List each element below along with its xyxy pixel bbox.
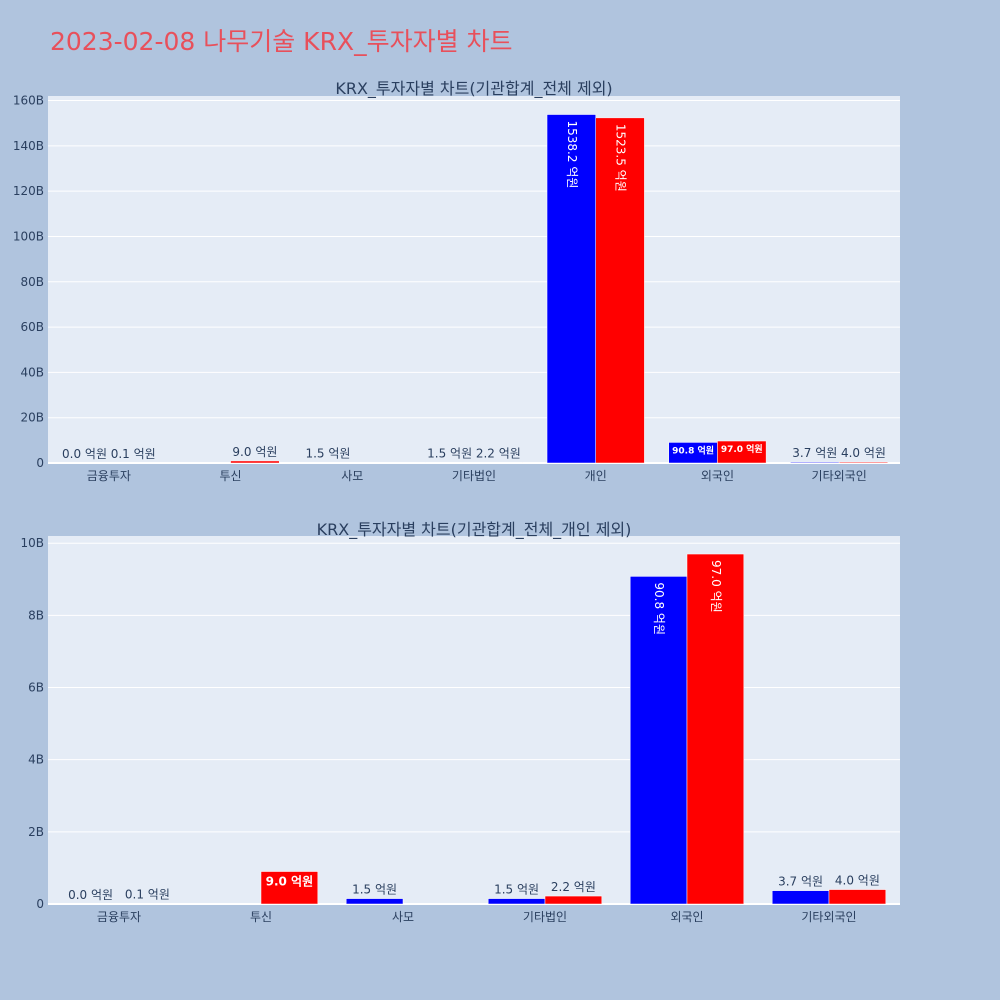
data-label: 90.8 억원 — [672, 444, 714, 456]
bar — [487, 898, 546, 905]
x-tick-label: 개인 — [585, 469, 607, 483]
y-tick-label: 4B — [28, 753, 44, 767]
y-tick-label: 60B — [20, 320, 44, 334]
data-label: 97.0 억원 — [721, 443, 763, 455]
bar — [771, 890, 830, 905]
y-tick-label: 0 — [36, 897, 44, 911]
y-tick-label: 8B — [28, 608, 44, 622]
y-tick-label: 80B — [20, 275, 44, 289]
y-tick-label: 160B — [13, 94, 44, 108]
data-label: 90.8 억원 — [652, 582, 666, 635]
chart-title: KRX_투자자별 차트(기관합계_전체_개인 제외) — [317, 520, 632, 540]
data-label: 9.0 억원 — [266, 875, 314, 889]
plot-area — [48, 536, 900, 904]
x-tick-label: 금융투자 — [97, 910, 141, 924]
x-tick-label: 사모 — [392, 910, 414, 924]
x-tick-label: 투신 — [250, 910, 272, 924]
data-label: 3.7 억원 — [778, 875, 823, 889]
data-label: 1.5 억원 — [305, 447, 350, 461]
data-label: 2.2 억원 — [551, 880, 596, 894]
data-label: 1523.5 억원 — [614, 124, 628, 192]
y-tick-label: 2B — [28, 825, 44, 839]
page-title: 2023-02-08 나무기술 KRX_투자자별 차트 — [50, 27, 513, 56]
x-tick-label: 사모 — [341, 469, 363, 483]
bar — [544, 895, 603, 905]
x-tick-label: 금융투자 — [87, 469, 131, 483]
bar — [595, 117, 645, 464]
data-label: 4.0 억원 — [841, 446, 886, 460]
plot-area — [48, 96, 900, 463]
x-tick-label: 외국인 — [701, 469, 734, 483]
y-tick-label: 10B — [20, 536, 44, 550]
chart-title: KRX_투자자별 차트(기관합계_전체 제외) — [335, 79, 612, 99]
y-tick-label: 100B — [13, 229, 44, 243]
y-tick-label: 140B — [13, 139, 44, 153]
y-tick-label: 40B — [20, 365, 44, 379]
bar — [686, 553, 745, 905]
bar — [260, 871, 319, 905]
x-tick-label: 투신 — [220, 469, 242, 483]
charts-group: KRX_투자자별 차트(기관합계_전체 제외) 0 20B 40B 60B 80B 100B… — [13, 79, 900, 924]
data-label: 1538.2 억원 — [565, 121, 579, 189]
data-label: 0.1 억원 — [111, 447, 156, 461]
data-label: 1.5 억원 — [494, 883, 539, 897]
data-label: 0.1 억원 — [125, 888, 170, 902]
data-label: 1.5 억원 — [427, 447, 472, 461]
x-tick-label: 기타외국인 — [812, 469, 867, 483]
data-label: 97.0 억원 — [709, 560, 723, 613]
data-label: 0.0 억원 — [68, 888, 113, 902]
data-label: 4.0 억원 — [835, 874, 880, 888]
x-tick-label: 기타외국인 — [801, 910, 856, 924]
data-label: 9.0 억원 — [232, 445, 277, 459]
data-label: 1.5 억원 — [352, 883, 397, 897]
data-label: 0.0 억원 — [62, 447, 107, 461]
y-tick-label: 120B — [13, 184, 44, 198]
bar — [230, 460, 280, 464]
x-tick-label: 외국인 — [670, 910, 703, 924]
y-tick-label: 0 — [36, 456, 44, 470]
bar — [717, 440, 767, 464]
x-tick-label: 기타법인 — [523, 910, 567, 924]
bar — [629, 576, 688, 905]
bar — [790, 461, 840, 464]
y-tick-label: 20B — [20, 411, 44, 425]
chart-1: KRX_투자자별 차트(기관합계_전체 제외) 0 20B 40B 60B 80B 100B… — [13, 79, 900, 483]
bar — [838, 461, 889, 464]
data-label: 2.2 억원 — [476, 447, 521, 461]
y-tick-label: 6B — [28, 681, 44, 695]
bar — [345, 898, 404, 905]
bar — [828, 889, 887, 905]
chart-2: KRX_투자자별 차트(기관합계_전체_개인 제외) 0 2B 4B 6B 8B 10B 금융… — [20, 520, 900, 924]
x-tick-label: 기타법인 — [452, 469, 496, 483]
bar — [546, 114, 596, 464]
data-label: 3.7 억원 — [792, 446, 837, 460]
